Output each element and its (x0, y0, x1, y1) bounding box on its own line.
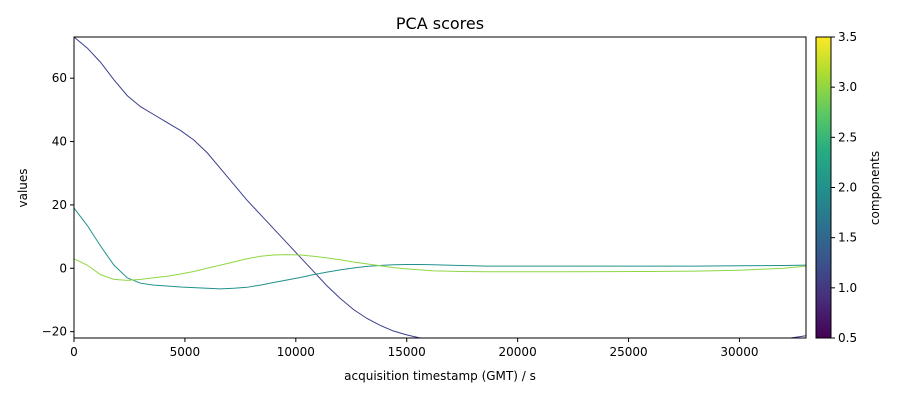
y-axis-label: values (16, 168, 30, 207)
x-axis: 0 5000 10000 15000 20000 25000 30000 (70, 338, 759, 359)
colorbar-label: components (868, 151, 882, 225)
series-line-component-3 (74, 254, 806, 281)
series-line-component-1 (74, 37, 806, 338)
colorbar-tick-label: 1.0 (838, 281, 857, 295)
x-tick-label: 5000 (170, 345, 201, 359)
x-tick-label: 25000 (609, 345, 647, 359)
x-axis-label: acquisition timestamp (GMT) / s (344, 369, 536, 383)
y-axis: −20 0 20 40 60 (42, 71, 74, 339)
x-tick-label: 0 (70, 345, 78, 359)
colorbar-tick-label: 3.5 (838, 30, 857, 44)
y-tick-label: 40 (52, 135, 67, 149)
plot-frame (73, 36, 807, 339)
colorbar-tick-label: 2.5 (838, 130, 857, 144)
colorbar-tick-label: 1.5 (838, 231, 857, 245)
x-tick-label: 15000 (388, 345, 426, 359)
x-tick-label: 10000 (277, 345, 315, 359)
y-tick-label: 0 (59, 261, 67, 275)
x-tick-label: 20000 (499, 345, 537, 359)
series-line-component-2 (74, 207, 806, 290)
chart-title: PCA scores (396, 14, 484, 33)
y-tick-label: 60 (52, 71, 67, 85)
colorbar (815, 36, 832, 339)
x-tick-label: 30000 (720, 345, 758, 359)
colorbar-ticks: 0.5 1.0 1.5 2.0 2.5 3.0 3.5 (831, 30, 857, 345)
series-layer (74, 37, 806, 338)
y-tick-label: −20 (42, 325, 67, 339)
colorbar-tick-label: 3.0 (838, 80, 857, 94)
colorbar-tick-label: 0.5 (838, 331, 857, 345)
y-tick-label: 20 (52, 198, 67, 212)
colorbar-tick-label: 2.0 (838, 181, 857, 195)
